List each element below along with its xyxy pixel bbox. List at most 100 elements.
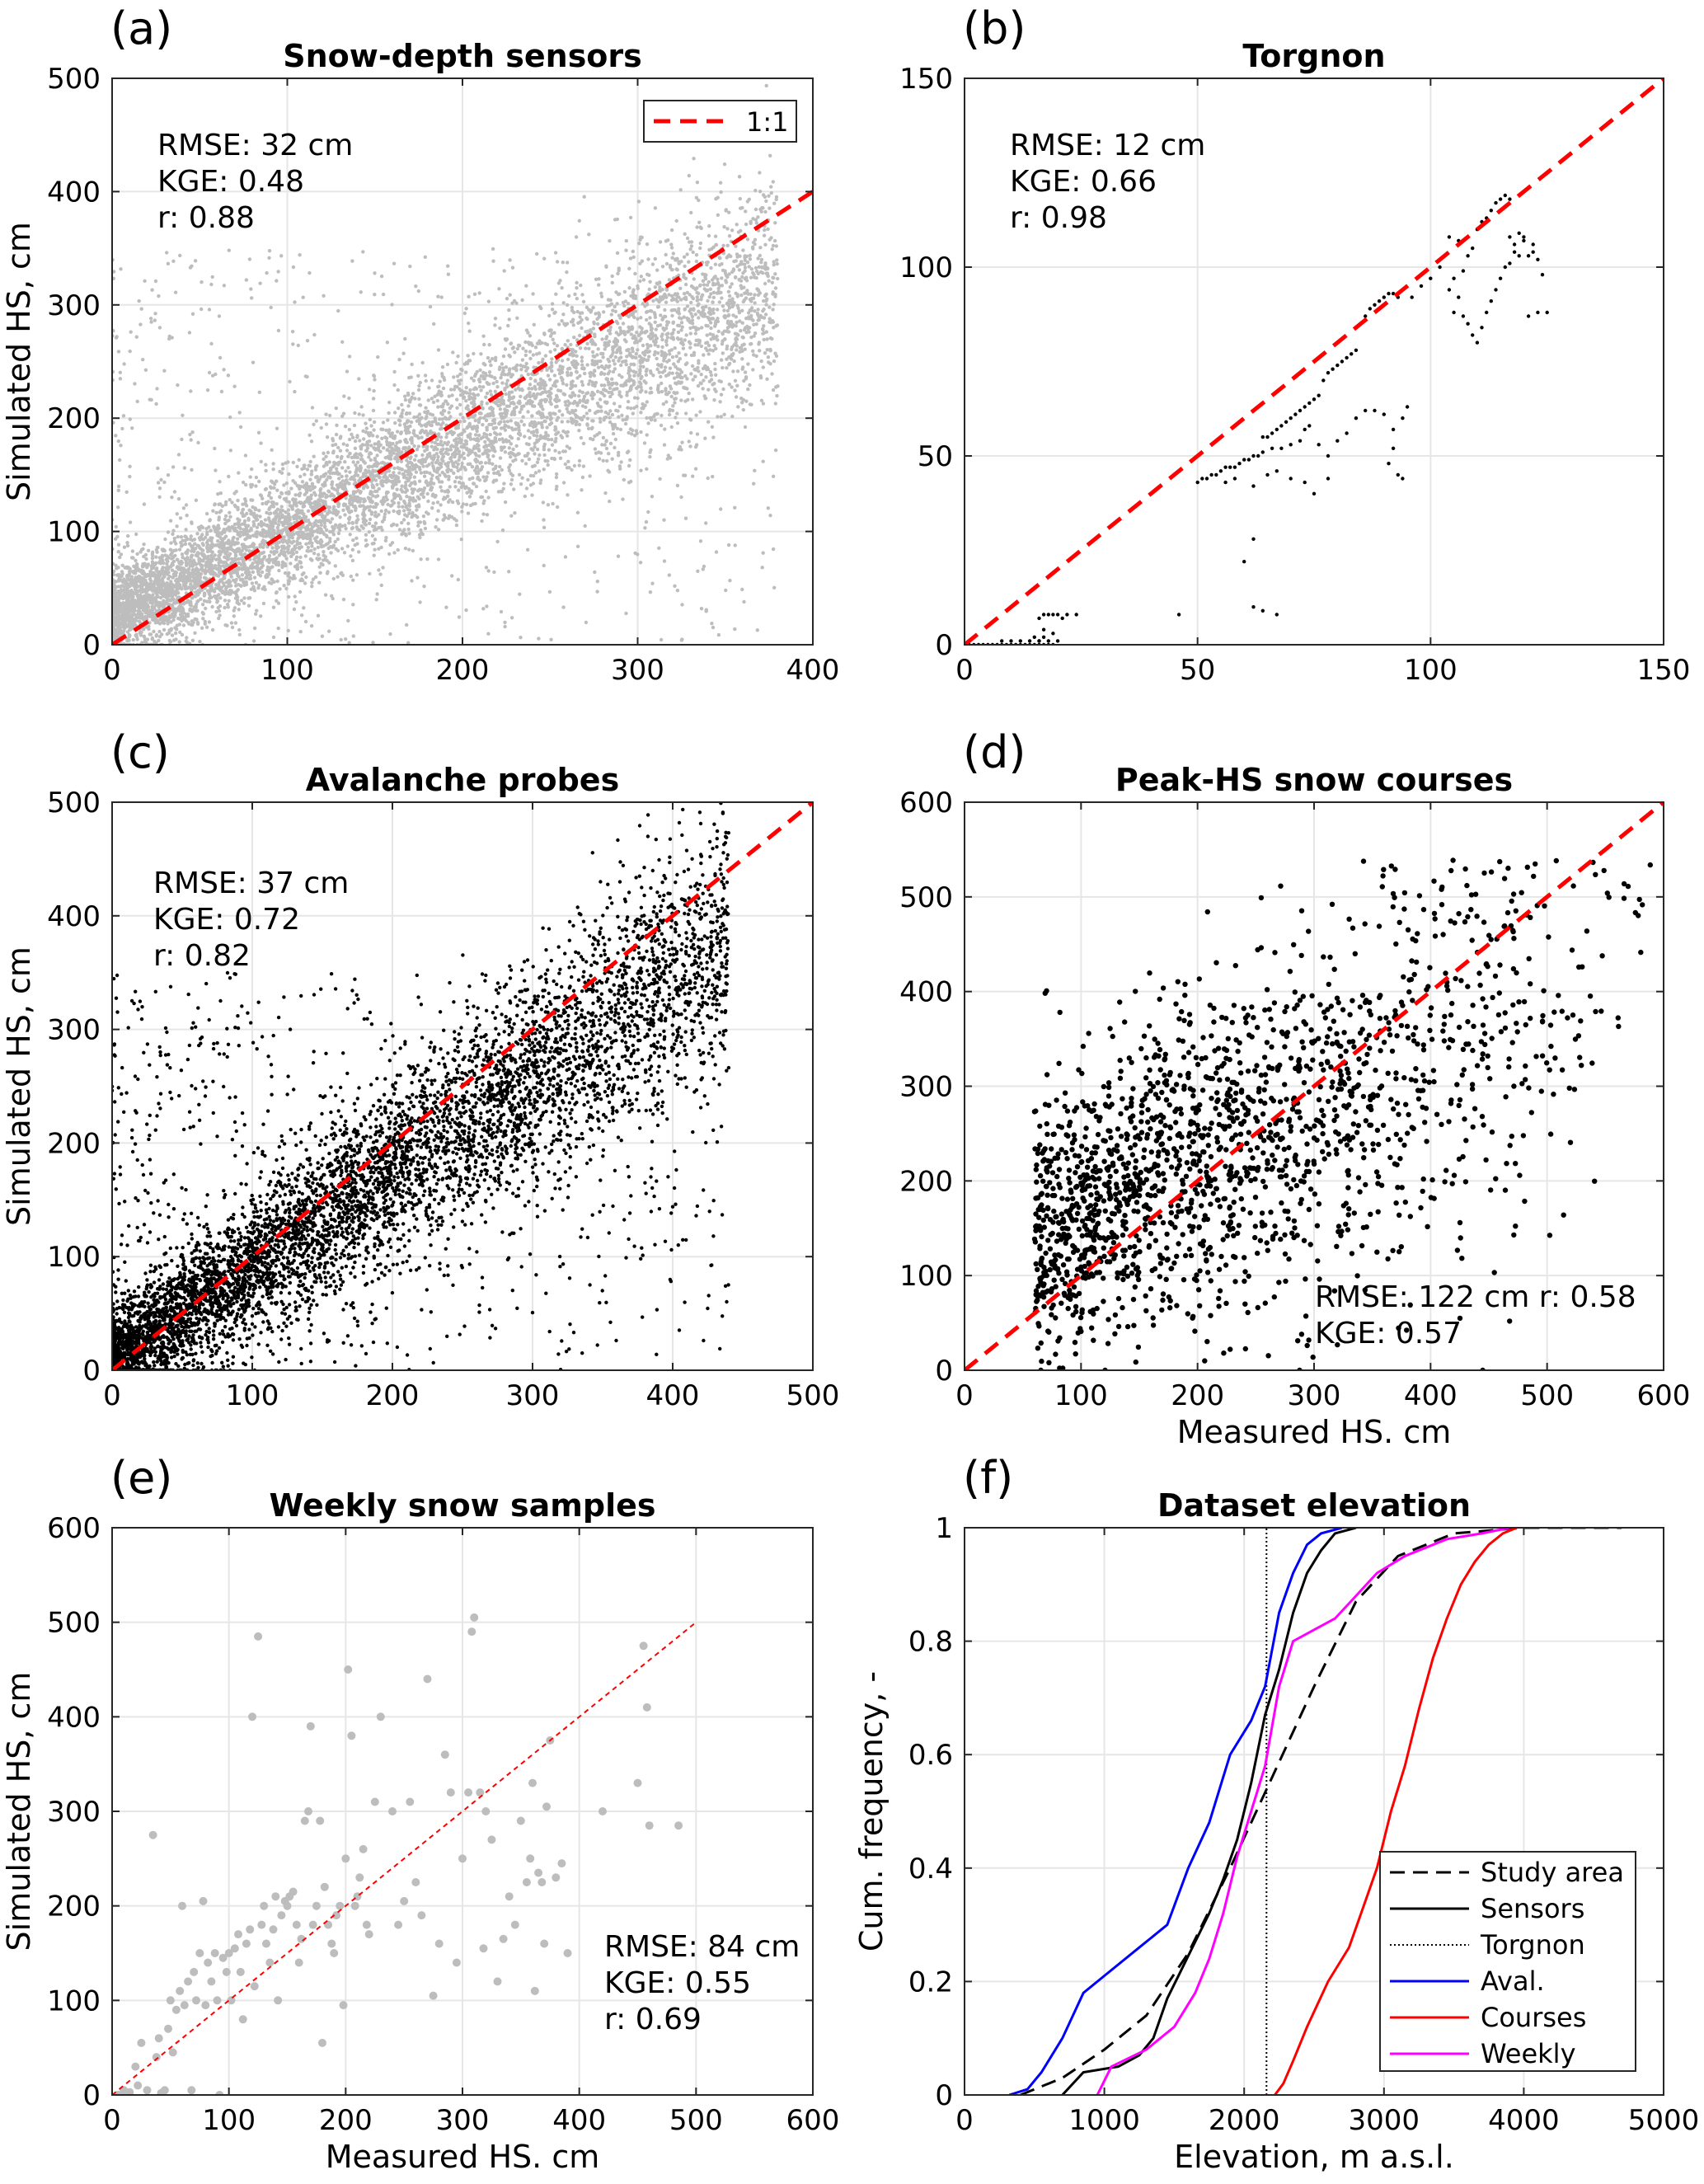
data-point [354, 463, 358, 467]
data-point [580, 383, 585, 387]
data-point [173, 631, 178, 636]
data-point [591, 437, 595, 442]
data-point [680, 325, 684, 329]
data-point [565, 434, 570, 438]
data-point [471, 476, 475, 480]
data-point [515, 346, 519, 351]
data-point [425, 464, 430, 468]
data-point [189, 534, 193, 538]
data-point [254, 507, 258, 511]
data-point [577, 429, 581, 433]
data-point [190, 572, 195, 576]
data-point [575, 297, 579, 301]
data-point [507, 317, 511, 322]
data-point [561, 312, 566, 317]
data-point [713, 361, 717, 366]
data-point [644, 519, 649, 524]
data-point [484, 566, 489, 570]
data-point [319, 425, 323, 430]
data-point [600, 337, 604, 341]
data-point [425, 491, 430, 496]
data-point [469, 491, 473, 496]
data-point [772, 585, 777, 589]
data-point [553, 439, 558, 444]
data-point [241, 502, 245, 506]
data-point [770, 318, 775, 323]
data-point [240, 522, 245, 526]
data-point [284, 491, 289, 496]
data-point [259, 494, 264, 498]
data-point [670, 313, 674, 318]
data-point [648, 391, 652, 395]
data-point [142, 627, 146, 632]
data-point [718, 181, 723, 185]
data-point [762, 233, 767, 237]
data-point [500, 437, 505, 441]
data-point [523, 462, 528, 466]
data-point [668, 456, 673, 460]
data-point [438, 417, 442, 421]
data-point [299, 484, 303, 489]
data-point [330, 486, 335, 490]
data-point [625, 393, 629, 397]
data-point [412, 458, 417, 462]
data-point [385, 497, 389, 502]
data-point [595, 353, 599, 357]
data-point [252, 575, 257, 580]
data-point [261, 545, 265, 550]
data-point [368, 517, 373, 522]
data-point [455, 406, 459, 410]
data-point [763, 281, 768, 286]
data-point [214, 597, 219, 601]
data-point [156, 545, 160, 550]
data-point [170, 551, 174, 555]
data-point [298, 630, 303, 634]
data-point [627, 325, 631, 330]
data-point [150, 288, 154, 292]
data-point [490, 374, 494, 378]
data-point [542, 419, 547, 424]
data-point [546, 503, 551, 507]
data-point [416, 387, 421, 392]
data-point [426, 398, 430, 402]
data-point [772, 359, 777, 364]
data-point [743, 370, 748, 374]
data-point [711, 311, 716, 315]
data-point [500, 381, 505, 385]
data-point [711, 317, 716, 321]
data-point [530, 387, 534, 391]
data-point [116, 542, 121, 547]
data-point [546, 373, 551, 378]
data-point [307, 541, 312, 545]
data-point [242, 519, 247, 524]
data-point [298, 555, 303, 560]
data-point [528, 376, 533, 381]
data-point [491, 381, 495, 386]
data-point [322, 294, 326, 298]
data-point [664, 387, 668, 391]
data-point [719, 358, 724, 362]
data-point [509, 442, 513, 446]
data-point [537, 410, 541, 414]
data-point [626, 400, 631, 404]
data-point [284, 481, 289, 486]
data-point [599, 383, 604, 387]
data-point [510, 301, 514, 305]
data-point [223, 599, 228, 603]
data-point [313, 467, 318, 472]
data-point [491, 259, 495, 263]
data-point [575, 309, 580, 314]
data-point [190, 568, 195, 573]
data-point [684, 333, 688, 337]
data-point [690, 364, 695, 369]
data-point [650, 495, 655, 499]
data-point [577, 333, 582, 338]
data-point [599, 409, 603, 413]
data-point [603, 443, 607, 447]
data-point [251, 544, 256, 549]
data-point [256, 430, 261, 434]
series-a-0 [112, 83, 780, 645]
data-point [763, 242, 768, 247]
data-point [664, 300, 669, 304]
data-point [358, 504, 362, 508]
